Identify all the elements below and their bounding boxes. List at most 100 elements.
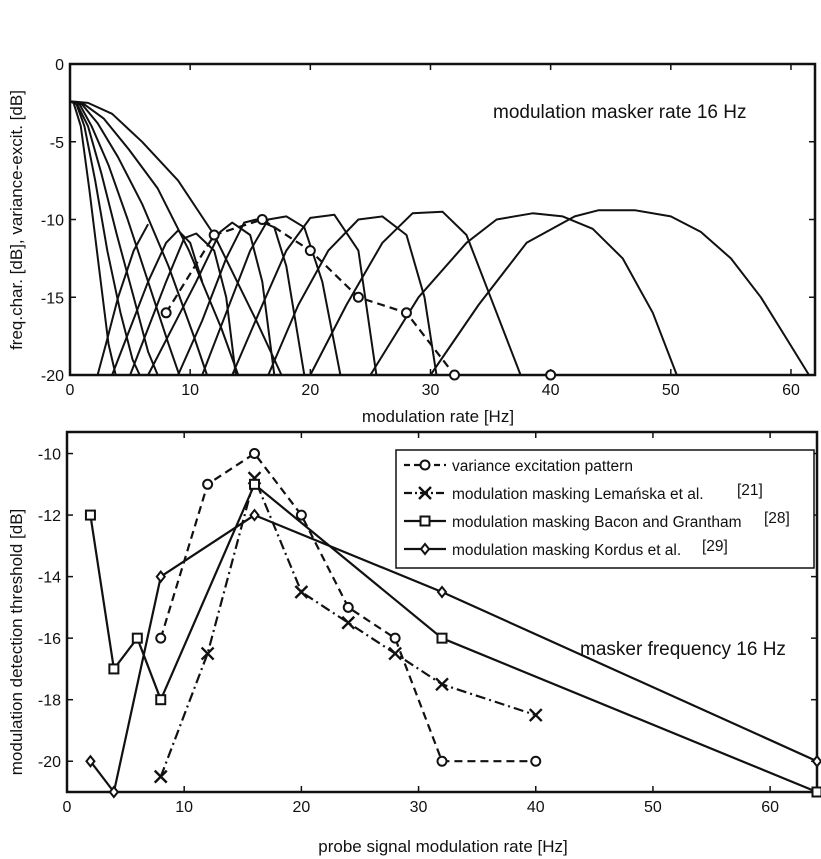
- top-y-tick-label: -15: [41, 290, 64, 307]
- bottom-x-tick-label: 0: [63, 799, 72, 816]
- legend-entry-label: modulation masking Bacon and Grantham: [452, 514, 742, 531]
- bottom-y-tick-label: -14: [38, 570, 61, 587]
- top-response-curve: [231, 213, 378, 376]
- bottom-data-point: [249, 478, 260, 490]
- bottom-data-point: [108, 785, 120, 799]
- top-x-tick-label: 0: [66, 382, 75, 399]
- bottom-data-point: [155, 694, 167, 706]
- bottom-plot-frame: [65, 430, 819, 794]
- top-data-point: [160, 307, 172, 319]
- bottom-data-point: [389, 632, 401, 644]
- legend-entry-reference: [29]: [702, 538, 728, 555]
- bottom-series-line: [159, 452, 536, 763]
- bottom-x-tick-label: 30: [410, 799, 428, 816]
- legend-marker: [419, 542, 431, 556]
- bottom-data-point: [85, 754, 96, 768]
- bottom-data-point: [342, 601, 354, 613]
- bottom-data-point: [530, 755, 542, 767]
- top-x-tick-label: 30: [422, 382, 440, 399]
- top-response-curve: [129, 232, 237, 376]
- chart-top: modulation masker rate 16 Hz modulation …: [7, 57, 817, 426]
- bottom-data-point: [435, 677, 449, 692]
- legend-marker: [418, 486, 432, 500]
- bottom-data-point: [436, 632, 448, 644]
- legend-marker: [419, 459, 431, 471]
- top-data-point: [256, 214, 268, 225]
- top-response-curve: [96, 223, 149, 376]
- top-response-curve: [111, 229, 204, 376]
- top-y-tick-label: 0: [55, 57, 64, 74]
- bottom-x-tick-label: 10: [175, 799, 193, 816]
- top-x-tick-label: 40: [542, 382, 560, 399]
- top-data-point: [545, 369, 557, 381]
- top-response-curve: [69, 100, 141, 376]
- legend-entry-reference: [21]: [737, 482, 763, 499]
- legend-entry-label: variance excitation pattern: [452, 458, 633, 475]
- bottom-data-point: [202, 478, 214, 490]
- top-y-tick-label: -20: [41, 368, 64, 385]
- bottom-series-line: [159, 477, 537, 777]
- legend-box: [395, 449, 815, 569]
- bottom-x-axis-label: probe signal modulation rate [Hz]: [318, 837, 567, 856]
- bottom-data-point: [811, 754, 821, 768]
- top-response-curve: [69, 100, 208, 376]
- top-x-tick-label: 50: [662, 382, 680, 399]
- top-response-curve: [69, 100, 240, 376]
- bottom-data-point: [811, 786, 821, 798]
- top-response-curve: [177, 218, 306, 376]
- legend-entry-label: modulation masking Kordus et al.: [452, 542, 681, 559]
- bottom-data-point: [131, 632, 143, 644]
- bottom-y-axis-label: modulation detection threshold [dB]: [7, 509, 26, 776]
- top-x-tick-label: 20: [301, 382, 319, 399]
- top-x-tick-label: 10: [181, 382, 199, 399]
- bottom-x-tick-label: 60: [761, 799, 779, 816]
- bottom-x-tick-label: 40: [527, 799, 545, 816]
- top-x-tick-label: 60: [782, 382, 800, 399]
- bottom-data-point: [436, 585, 448, 599]
- top-response-curve: [69, 100, 181, 376]
- top-annotation: modulation masker rate 16 Hz: [493, 102, 746, 123]
- top-y-tick-label: -5: [50, 135, 64, 152]
- bottom-data-point: [108, 663, 120, 675]
- top-y-tick-label: -10: [41, 213, 64, 230]
- top-response-curve: [429, 209, 810, 376]
- bottom-data-point: [436, 755, 448, 767]
- bottom-data-point: [528, 708, 543, 722]
- top-data-point: [352, 291, 364, 303]
- top-data-point: [449, 369, 461, 381]
- chart-bottom: masker frequency 16 Hz probe signal modu…: [7, 430, 821, 856]
- bottom-x-tick-label: 20: [292, 799, 310, 816]
- top-response-curve: [267, 215, 438, 376]
- bottom-data-point: [155, 632, 167, 644]
- bottom-data-point: [294, 585, 309, 599]
- top-response-curve: [69, 100, 283, 376]
- bottom-y-tick-label: -16: [38, 631, 61, 648]
- legend-entry-label: modulation masking Lemańska et al.: [452, 486, 704, 503]
- bottom-data-point: [84, 509, 96, 521]
- bottom-data-point: [388, 646, 402, 661]
- legend-marker: [419, 515, 431, 527]
- bottom-y-tick-label: -12: [38, 508, 61, 525]
- legend-entry-reference: [28]: [764, 510, 790, 527]
- top-response-curve: [309, 210, 522, 376]
- bottom-data-point: [249, 448, 260, 460]
- bottom-series-line: [89, 513, 818, 794]
- top-data-point: [208, 229, 220, 241]
- top-x-axis-label: modulation rate [Hz]: [362, 407, 514, 426]
- bottom-data-point: [153, 769, 168, 784]
- bottom-x-tick-label: 50: [644, 799, 662, 816]
- bottom-y-tick-label: -18: [38, 693, 61, 710]
- legend: variance excitation pattern modulation ma…: [395, 449, 815, 569]
- top-response-curve: [69, 100, 159, 376]
- bottom-data-point: [200, 646, 215, 661]
- top-response-curve: [147, 221, 276, 376]
- top-data-point: [304, 245, 316, 257]
- top-data-point: [400, 307, 412, 319]
- bottom-y-tick-label: -20: [38, 754, 61, 771]
- bottom-y-tick-label: -10: [38, 447, 61, 464]
- bottom-data-point: [155, 570, 167, 584]
- bottom-data-point: [295, 509, 307, 521]
- top-response-curve: [369, 212, 678, 376]
- bottom-data-point: [249, 508, 260, 522]
